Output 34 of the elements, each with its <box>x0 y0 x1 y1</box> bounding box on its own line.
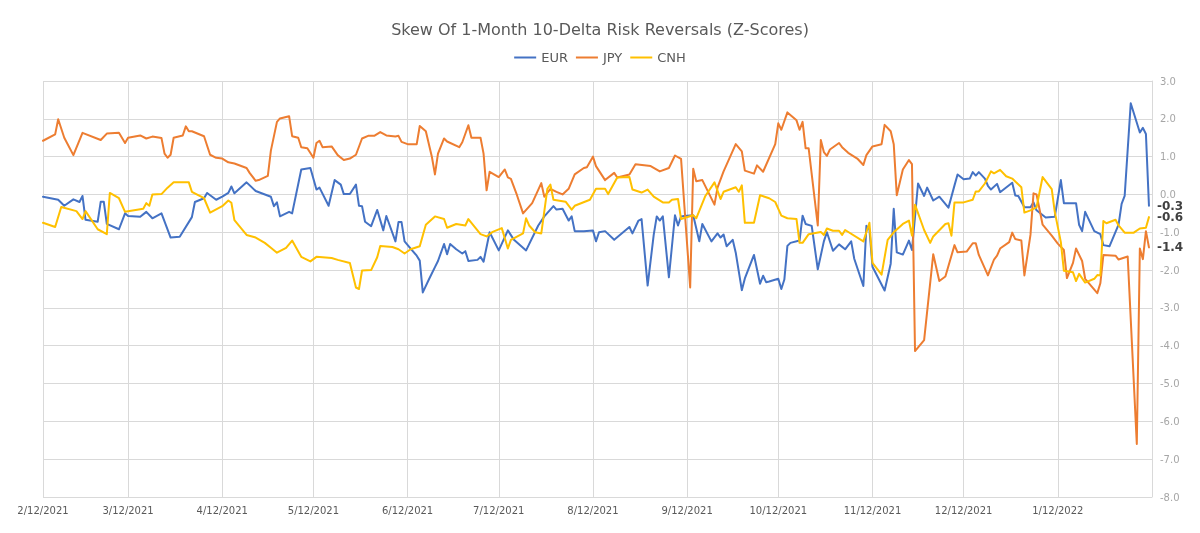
y-tick-label: -8.0 <box>1160 491 1180 503</box>
x-tick-label: 2/12/2021 <box>17 504 69 516</box>
x-tick-label: 4/12/2021 <box>196 504 248 516</box>
annotation: -0.6 <box>1156 210 1184 225</box>
y-tick-label: 2.0 <box>1160 113 1176 125</box>
y-tick-label: -5.0 <box>1160 378 1180 390</box>
y-tick-label: 0.0 <box>1160 188 1176 200</box>
line-series <box>42 111 1150 446</box>
y-tick-label: -3.0 <box>1160 302 1180 314</box>
line-series <box>42 102 1150 294</box>
x-tick-label: 7/12/2021 <box>473 504 525 516</box>
x-tick-label: 1/12/2022 <box>1032 504 1084 516</box>
line-series <box>42 168 1150 290</box>
annotation: -0.3 <box>1156 198 1184 213</box>
annotation: -1.4 <box>1156 240 1184 255</box>
x-tick-label: 11/12/2021 <box>843 504 902 516</box>
legend-label: JPY <box>601 50 623 65</box>
y-tick-label: -2.0 <box>1160 264 1180 276</box>
y-tick-label: -7.0 <box>1160 453 1180 465</box>
y-tick-label: 1.0 <box>1160 151 1176 163</box>
y-tick-label: -1.0 <box>1160 226 1180 238</box>
legend-label: CNH <box>657 50 686 65</box>
chart-title: Skew Of 1-Month 10-Delta Risk Reversals (Z-Scores) <box>391 19 809 39</box>
legend-label: EUR <box>541 50 568 65</box>
x-tick-label: 8/12/2021 <box>567 504 619 516</box>
x-tick-label: 12/12/2021 <box>934 504 993 516</box>
x-tick-label: 6/12/2021 <box>381 504 434 516</box>
y-tick-label: -4.0 <box>1160 340 1180 352</box>
y-tick-label: -6.0 <box>1160 415 1180 427</box>
y-tick-label: 3.0 <box>1160 75 1176 87</box>
x-tick-label: 5/12/2021 <box>287 504 340 516</box>
x-tick-label: 3/12/2021 <box>102 504 154 516</box>
x-tick-label: 9/12/2021 <box>661 504 713 516</box>
x-tick-label: 10/12/2021 <box>749 504 808 516</box>
